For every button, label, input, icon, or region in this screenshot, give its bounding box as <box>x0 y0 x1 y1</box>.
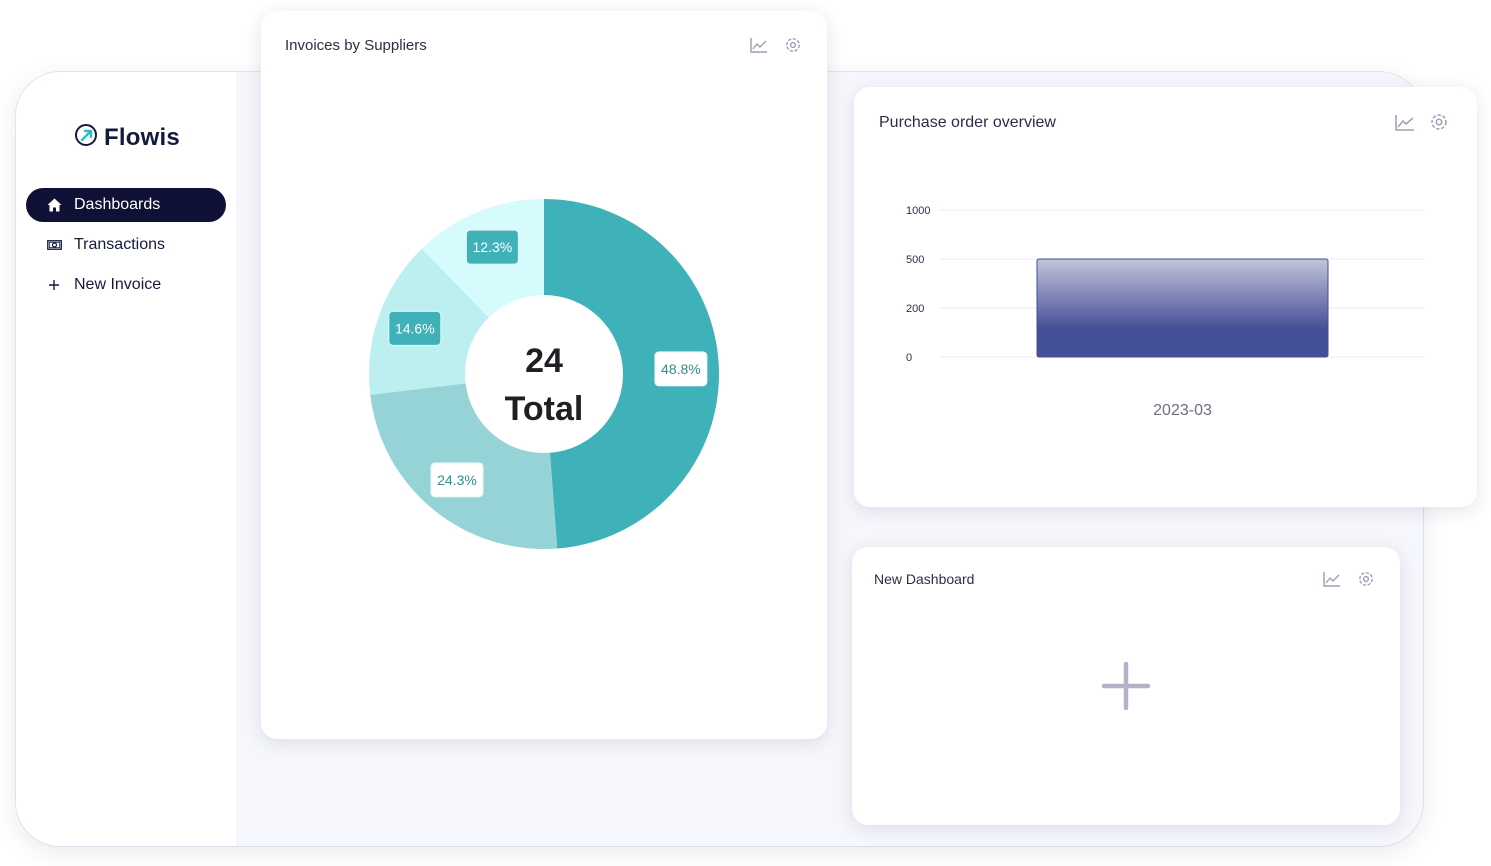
bar <box>1036 258 1329 358</box>
gear-icon[interactable] <box>1356 569 1376 589</box>
x-tick-label: 2023-03 <box>1153 402 1212 419</box>
sidebar-item-label: Dashboards <box>74 196 161 213</box>
donut-center-label: Total <box>505 390 584 428</box>
card-title: Purchase order overview <box>879 114 1056 131</box>
gear-icon[interactable] <box>783 35 803 55</box>
card-toolbar <box>1322 569 1376 589</box>
card-title: Invoices by Suppliers <box>285 37 427 54</box>
add-widget-button[interactable] <box>1101 661 1151 711</box>
y-tick-label: 1000 <box>906 205 930 217</box>
invoices-by-suppliers-card: Invoices by Suppliers 48.8% 24.3% 14.6% 12.… <box>261 11 827 739</box>
sidebar-item-label: Transactions <box>74 236 165 253</box>
large-plus-icon <box>1101 661 1151 711</box>
line-chart-icon[interactable] <box>1322 569 1342 589</box>
line-chart-icon[interactable] <box>749 35 769 55</box>
sidebar: Flowis Dashboards Transactions New Invoi… <box>16 72 236 846</box>
donut-value-label: 12.3% <box>473 239 513 255</box>
sidebar-item-label: New Invoice <box>74 276 162 293</box>
donut-center-value: 24 <box>525 342 563 380</box>
y-tick-label: 0 <box>906 352 912 364</box>
donut-value-label: 14.6% <box>395 320 435 336</box>
invoices-donut-chart: 48.8% 24.3% 14.6% 12.3% 24 Total <box>369 199 719 549</box>
new-dashboard-card: New Dashboard <box>852 547 1400 825</box>
card-title: New Dashboard <box>874 571 975 587</box>
app-logo[interactable]: Flowis <box>74 122 180 153</box>
flowis-logo-icon <box>74 122 100 153</box>
donut-label-box <box>654 351 708 387</box>
donut-slice <box>544 199 719 549</box>
gear-icon[interactable] <box>1429 112 1449 132</box>
logo-text: Flowis <box>104 123 180 151</box>
donut-value-label: 48.8% <box>661 361 701 377</box>
donut-value-label: 24.3% <box>437 472 477 488</box>
y-tick-label: 500 <box>906 254 924 266</box>
plus-icon <box>46 277 62 293</box>
purchase-order-overview-card: Purchase order overview 0 200 500 1000 2023-… <box>854 87 1477 507</box>
y-tick-label: 200 <box>906 303 924 315</box>
sidebar-item-transactions[interactable]: Transactions <box>26 228 226 262</box>
sidebar-item-new-invoice[interactable]: New Invoice <box>26 268 226 302</box>
sidebar-item-dashboards[interactable]: Dashboards <box>26 188 226 222</box>
card-toolbar <box>1395 112 1449 132</box>
purchase-order-bar-chart: 0 200 500 1000 2023-03 <box>906 205 1425 419</box>
donut-label-box <box>388 310 442 346</box>
donut-label-box <box>430 462 484 498</box>
card-toolbar <box>749 35 803 55</box>
donut-label-box <box>465 229 519 265</box>
line-chart-icon[interactable] <box>1395 112 1415 132</box>
home-icon <box>46 197 62 213</box>
banknote-icon <box>46 237 62 253</box>
